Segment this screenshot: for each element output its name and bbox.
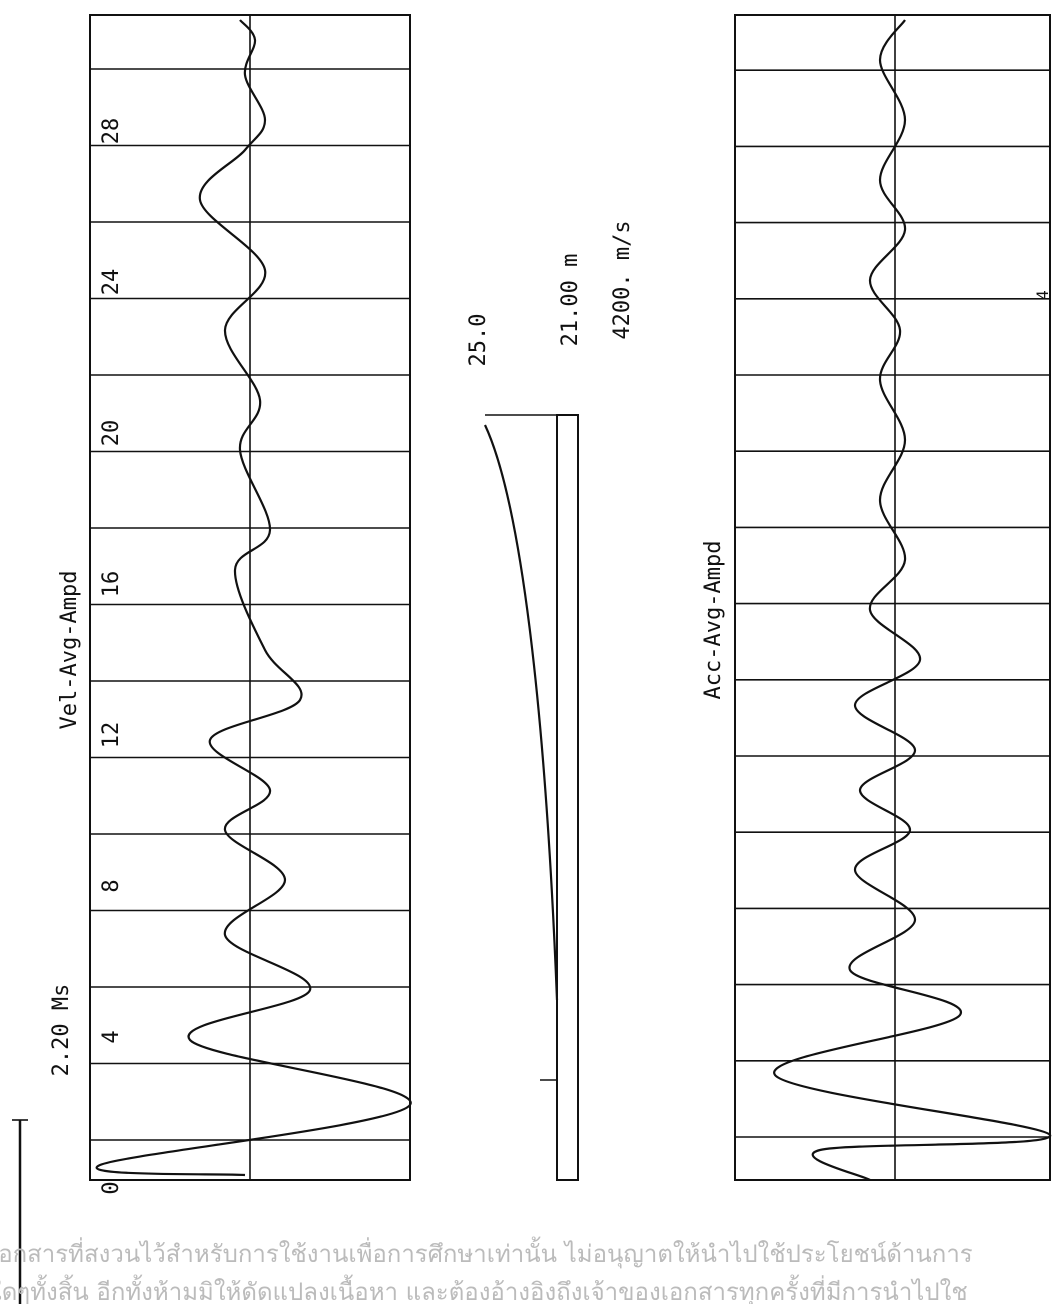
time-tick: 0 [99,1181,124,1194]
pile-length: 21.00 m [558,254,583,347]
page-number: 4 [1033,290,1052,300]
time-tick: 20 [99,420,124,447]
time-tick: 4 [99,1030,124,1043]
pile-profile [556,414,579,1181]
acceleration-trace [773,19,1052,1181]
wave-speed: 4200. m/s [610,220,635,339]
time-tick: 8 [99,879,124,892]
vel-title: Vel-Avg-Ampd [57,571,82,730]
watermark-line: เอกสารที่สงวนไว้สำหรับการใช้งานเพื่อการศ… [0,1236,973,1269]
grid [90,68,1050,1141]
watermark-line: ใดๆทั้งสิ้น อีกทั้งห้ามมิให้ดัดแปลงเนื้อ… [0,1274,968,1304]
velocity-trace [95,19,412,1177]
pile-curve [484,424,559,1001]
time-tick: 12 [99,722,124,749]
acc-title: Acc-Avg-Ampd [701,541,726,700]
time-tick: 28 [99,118,124,145]
time-tick: 16 [99,571,124,598]
acc-panel [734,14,1051,1181]
pile-top-label: 25.0 [466,314,491,367]
time-tick: 24 [99,269,124,296]
scale-label: 2.20 Ms [49,984,74,1077]
